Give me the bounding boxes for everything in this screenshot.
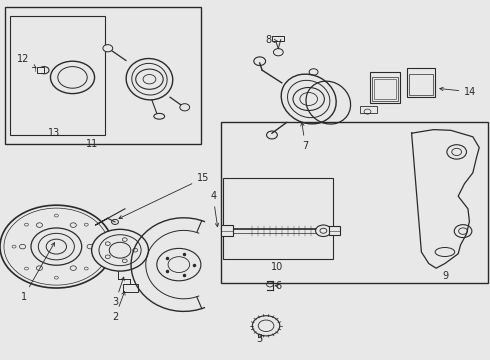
- Bar: [223, 178, 333, 259]
- Circle shape: [252, 316, 280, 336]
- Text: 7: 7: [301, 122, 308, 151]
- Bar: [370, 72, 400, 103]
- Text: 11: 11: [86, 139, 98, 149]
- Text: 2: 2: [112, 292, 125, 322]
- Text: 6: 6: [275, 281, 281, 291]
- Bar: [37, 67, 44, 73]
- Circle shape: [454, 225, 472, 238]
- Text: 3: 3: [112, 277, 124, 307]
- Bar: [409, 74, 433, 95]
- Bar: [360, 106, 377, 113]
- Bar: [407, 68, 435, 97]
- Text: 1: 1: [21, 243, 54, 302]
- Bar: [122, 284, 138, 292]
- Circle shape: [316, 225, 331, 237]
- Bar: [329, 226, 340, 235]
- Bar: [10, 16, 105, 135]
- Text: 12: 12: [17, 54, 36, 68]
- Circle shape: [39, 67, 49, 74]
- Bar: [5, 7, 201, 144]
- Bar: [220, 122, 488, 283]
- Bar: [374, 79, 396, 99]
- Bar: [372, 77, 398, 101]
- Circle shape: [0, 205, 113, 288]
- Bar: [272, 36, 284, 41]
- Text: 14: 14: [440, 87, 476, 97]
- Text: 4: 4: [210, 191, 219, 227]
- Text: 9: 9: [443, 271, 449, 282]
- Circle shape: [103, 45, 113, 52]
- Circle shape: [50, 61, 95, 94]
- Ellipse shape: [126, 59, 173, 100]
- Text: 10: 10: [270, 262, 283, 272]
- Circle shape: [447, 145, 466, 159]
- Circle shape: [273, 49, 283, 56]
- Ellipse shape: [154, 113, 165, 119]
- Text: 15: 15: [119, 173, 210, 219]
- Text: 5: 5: [257, 334, 263, 344]
- Circle shape: [180, 104, 190, 111]
- Bar: [220, 225, 233, 236]
- Text: 8: 8: [266, 35, 277, 45]
- Text: 13: 13: [48, 128, 60, 138]
- Circle shape: [92, 229, 148, 271]
